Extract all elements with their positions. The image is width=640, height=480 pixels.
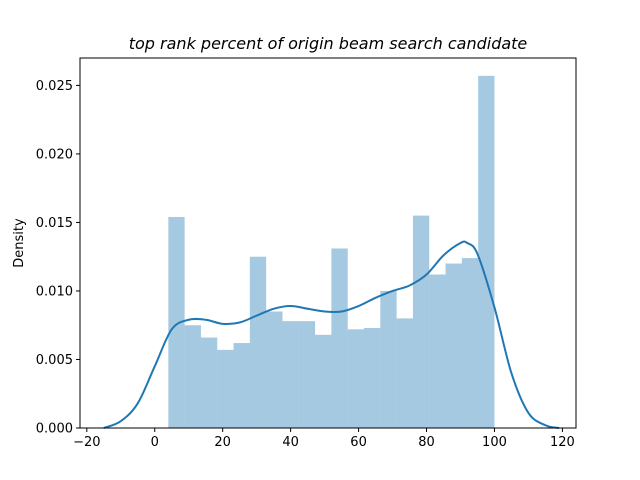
histogram-bar	[331, 248, 348, 428]
histogram-bar	[445, 263, 462, 428]
histogram-bar	[380, 290, 397, 428]
histogram-bar	[233, 343, 250, 428]
y-tick-label: 0.005	[36, 353, 73, 368]
x-axis-ticks: −20 0 20 40 60 80 100 120	[73, 428, 575, 450]
histogram-bar	[315, 334, 332, 428]
x-tick-label: 40	[282, 435, 299, 450]
y-tick-label: 0.020	[36, 147, 73, 162]
y-tick-label: 0.025	[36, 79, 73, 94]
histogram-bar	[298, 321, 316, 428]
plot-frame	[79, 57, 577, 429]
histogram-bar	[217, 349, 234, 428]
y-tick-label: 0.015	[36, 216, 73, 231]
y-axis-label: Density	[12, 218, 27, 268]
chart-title: top rank percent of origin beam search c…	[129, 34, 528, 53]
kde-line	[103, 240, 560, 429]
histogram-bar	[168, 216, 185, 428]
x-tick-label: 0	[151, 435, 159, 450]
histogram-bar	[478, 75, 495, 428]
histogram-bars	[168, 75, 495, 428]
histogram-bar	[412, 215, 430, 428]
histogram-bar	[364, 327, 381, 428]
x-tick-label: 100	[482, 435, 507, 450]
histogram-bar	[282, 321, 299, 428]
histogram-bar	[347, 329, 365, 428]
histogram-bar	[461, 258, 479, 428]
x-tick-label: 80	[418, 435, 435, 450]
x-tick-label: −20	[73, 435, 100, 450]
histogram-bar	[396, 318, 413, 428]
histogram-bar	[266, 311, 283, 428]
x-tick-label: 120	[550, 435, 575, 450]
y-axis-ticks: 0.000 0.005 0.010 0.015 0.020 0.025	[36, 79, 80, 437]
histogram-bar	[429, 274, 446, 428]
histogram-bar	[200, 337, 218, 428]
x-tick-label: 20	[214, 435, 231, 450]
histogram-bar	[184, 325, 201, 428]
y-tick-label: 0.000	[36, 422, 73, 437]
histogram-bar	[249, 256, 267, 428]
x-tick-label: 60	[350, 435, 367, 450]
y-tick-label: 0.010	[36, 284, 73, 299]
